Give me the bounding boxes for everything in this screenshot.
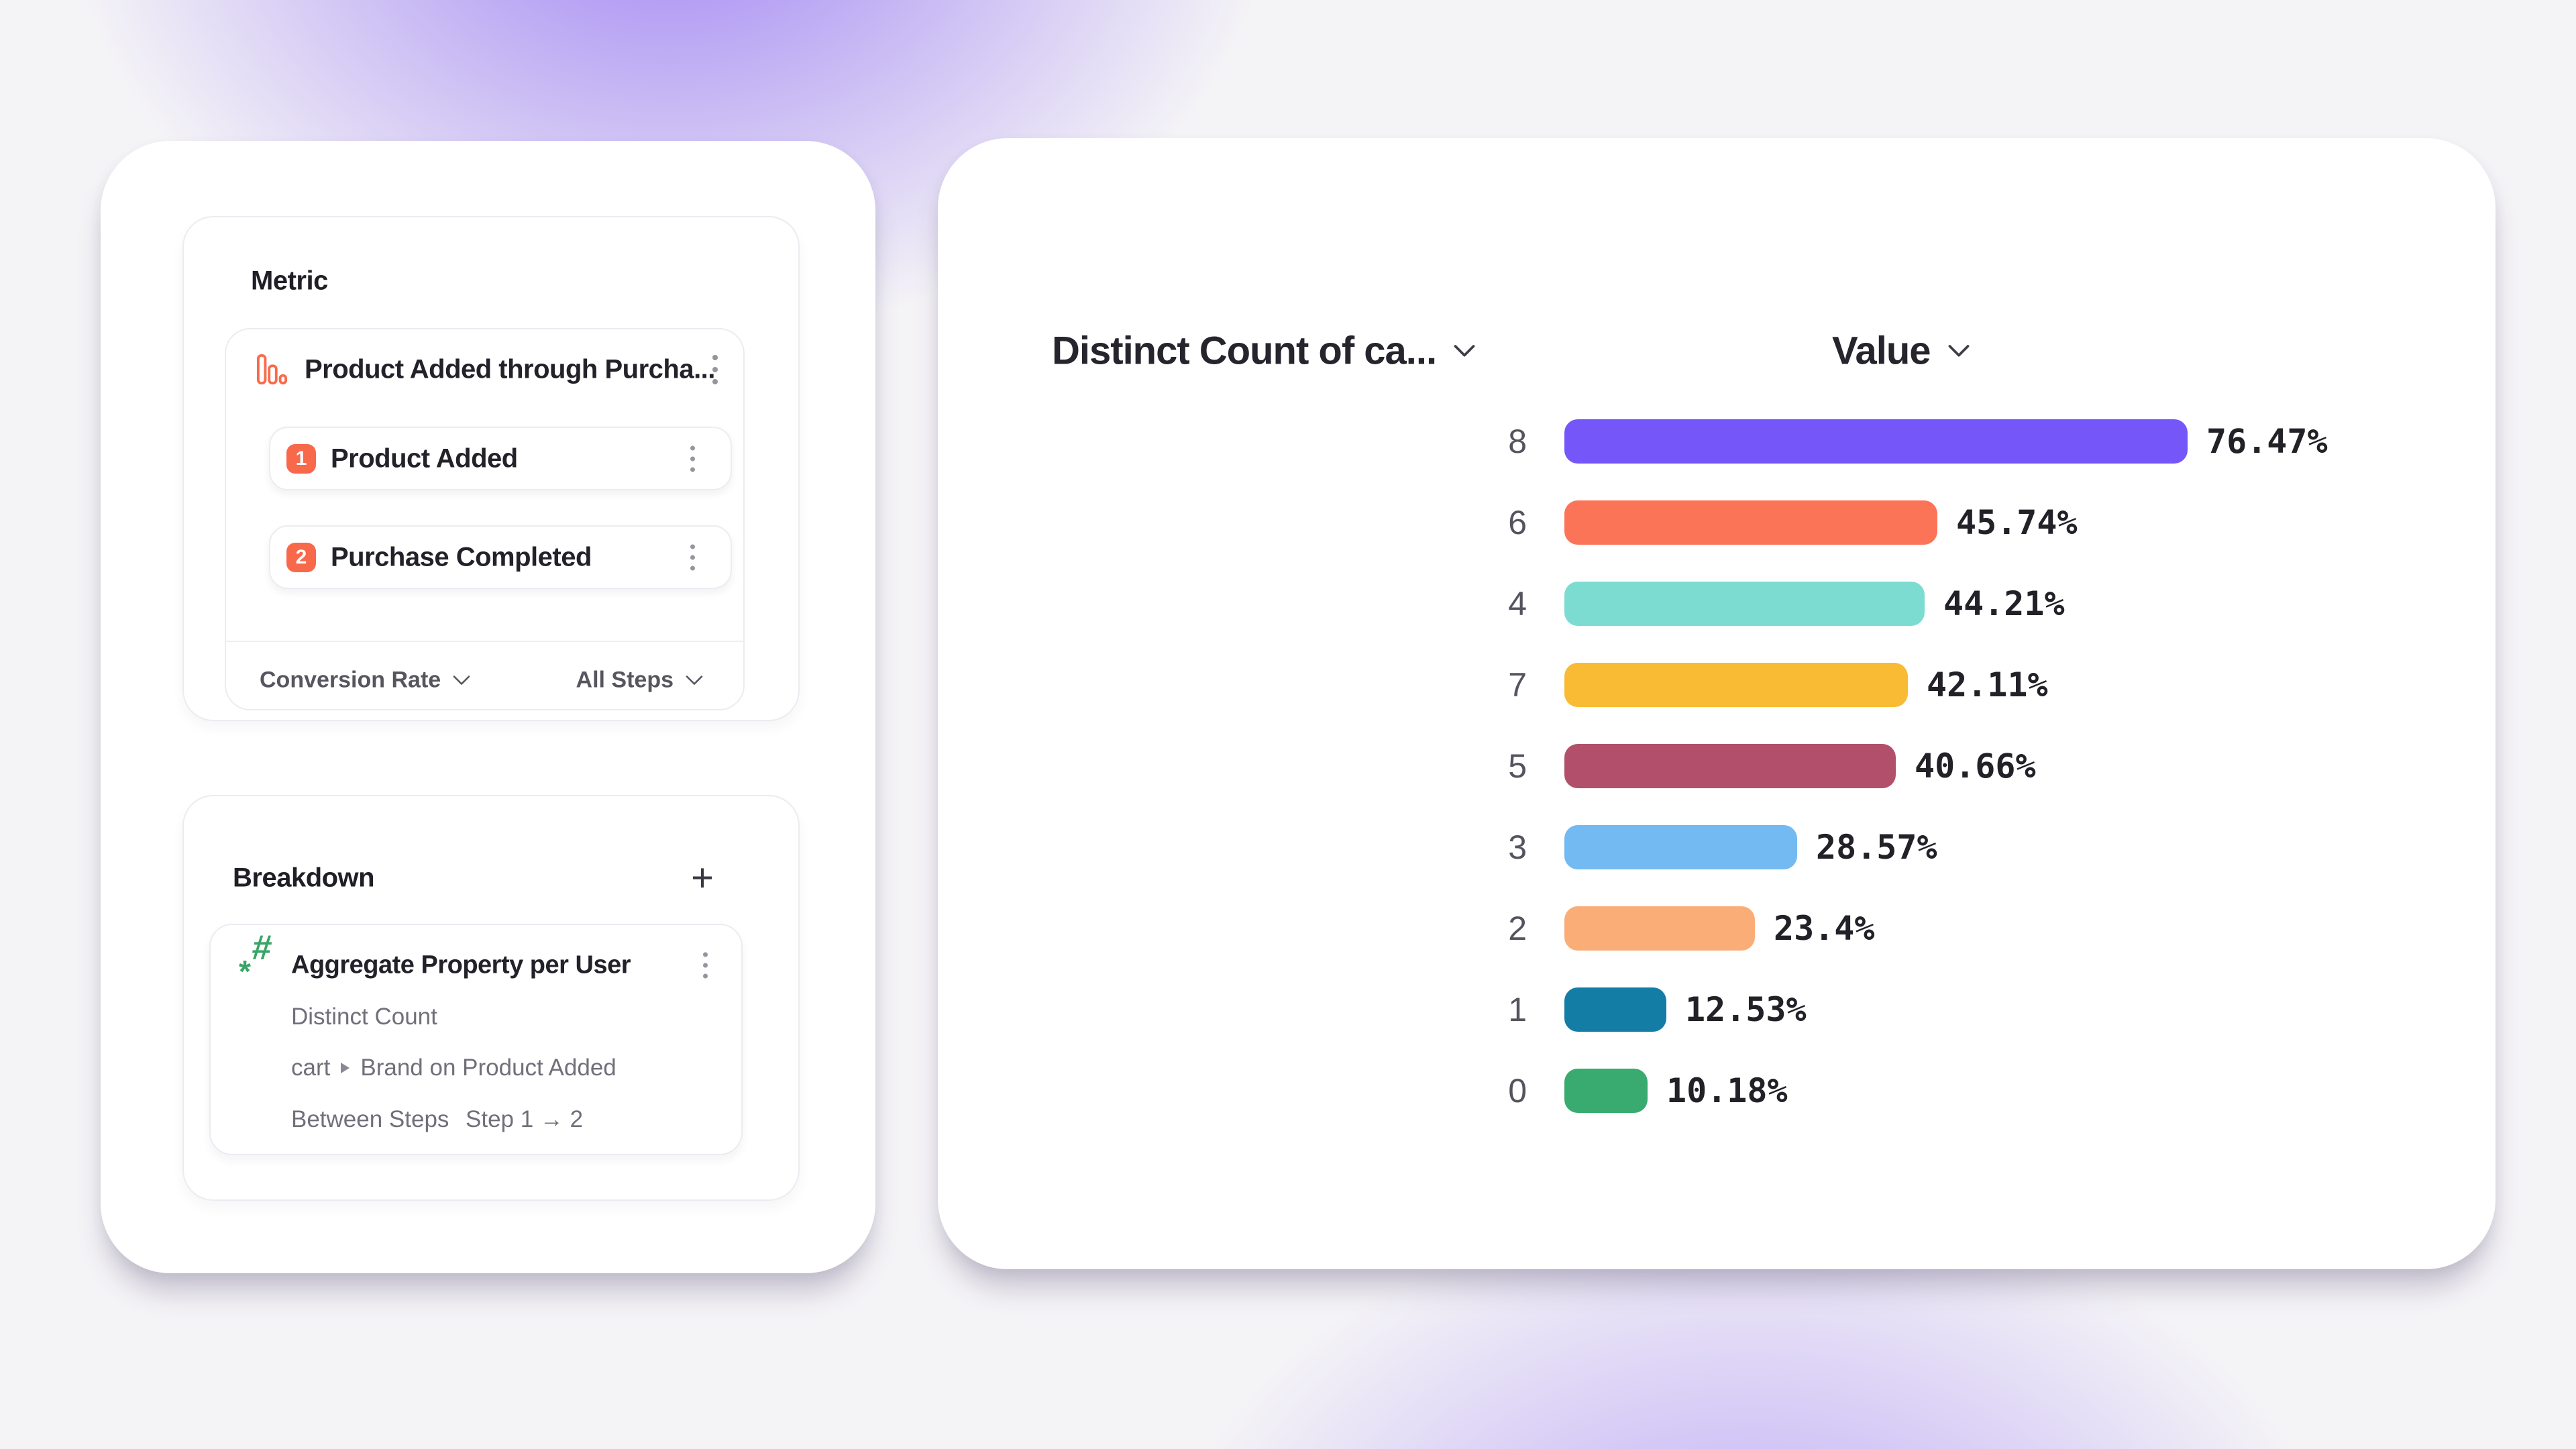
category-label: 6 (1508, 503, 1527, 541)
funnel-step-1[interactable]: 1 Product Added (269, 427, 732, 490)
value-label: 12.53% (1685, 989, 1807, 1029)
chart-column2-header-label: Value (1832, 329, 1931, 373)
chart-row: 1 12.53% (938, 969, 2496, 1050)
value-label: 76.47% (2206, 421, 2328, 461)
kebab-menu-icon[interactable] (712, 348, 718, 391)
chart-column1-header-dropdown[interactable]: Distinct Count of ca... (1052, 329, 1475, 374)
metric-builder-card: Metric Product Added through Purcha... 1… (101, 141, 875, 1273)
chart-card: Distinct Count of ca... Value 8 76.47% 6 45… (938, 138, 2496, 1269)
value-bar[interactable] (1564, 581, 1925, 626)
chevron-down-icon (686, 675, 703, 685)
value-bar[interactable] (1564, 662, 1908, 707)
value-bar[interactable] (1564, 987, 1666, 1032)
chart-row: 3 28.57% (938, 806, 2496, 888)
value-bar[interactable] (1564, 906, 1755, 951)
event-title: Product Added through Purcha... (305, 354, 715, 384)
category-label: 8 (1508, 422, 1527, 460)
between-steps-value: Step 1 → 2 (466, 1106, 584, 1132)
chart-column2-header-dropdown[interactable]: Value (1832, 329, 1970, 374)
metric-section: Metric Product Added through Purcha... 1… (182, 216, 800, 721)
chart-row: 5 40.66% (938, 725, 2496, 806)
property-parent-label: cart (291, 1055, 331, 1081)
breakdown-section: Breakdown + # * Aggregate Property per Us… (182, 795, 800, 1201)
funnel-step-2[interactable]: 2 Purchase Completed (269, 525, 732, 589)
chart-row: 6 45.74% (938, 482, 2496, 563)
chart-row: 0 10.18% (938, 1050, 2496, 1131)
value-bar[interactable] (1564, 1068, 1648, 1113)
value-bar[interactable] (1564, 500, 1937, 545)
aggregation-label: Distinct Count (291, 1004, 437, 1030)
category-label: 7 (1508, 665, 1527, 704)
step-number-badge: 2 (286, 542, 316, 572)
property-row: cart Brand on Product Added (291, 1055, 616, 1081)
kebab-menu-icon[interactable] (703, 947, 708, 985)
divider (226, 641, 743, 642)
arrow-right-icon (341, 1063, 350, 1073)
value-label: 40.66% (1915, 746, 2036, 786)
property-name-label: Brand on Product Added (360, 1055, 616, 1081)
value-label: 44.21% (1943, 584, 2065, 623)
between-steps-row: Between Steps Step 1 → 2 (291, 1106, 583, 1133)
category-label: 5 (1508, 747, 1527, 785)
chart-row: 2 23.4% (938, 888, 2496, 969)
chevron-down-icon (1454, 344, 1475, 356)
step-label: Product Added (331, 443, 518, 473)
chevron-down-icon (1948, 344, 1969, 356)
bar-chart: 8 76.47% 6 45.74% 4 44.21% 7 42.11% 5 40.66% 3 28.5… (938, 400, 2496, 1131)
breakdown-item-title: Aggregate Property per User (291, 951, 631, 979)
value-label: 28.57% (1816, 827, 1937, 867)
value-label: 10.18% (1666, 1071, 1788, 1110)
value-label: 45.74% (1956, 502, 2078, 542)
measure-dropdown[interactable]: Conversion Rate (260, 667, 470, 694)
category-label: 0 (1508, 1071, 1527, 1110)
step-label: Purchase Completed (331, 542, 592, 572)
category-label: 4 (1508, 584, 1527, 623)
kebab-menu-icon[interactable] (690, 538, 696, 576)
chart-row: 4 44.21% (938, 563, 2496, 644)
value-label: 42.11% (1927, 665, 2048, 704)
breakdown-item-card[interactable]: # * Aggregate Property per User Distinct … (209, 924, 743, 1155)
steps-scope-label: All Steps (576, 667, 674, 693)
chart-column1-header-label: Distinct Count of ca... (1052, 329, 1437, 373)
funnel-bars-icon (256, 354, 288, 385)
category-label: 2 (1508, 909, 1527, 947)
measure-dropdown-label: Conversion Rate (260, 667, 441, 693)
aggregation-row: Distinct Count (291, 1004, 437, 1030)
hash-aggregate-icon: # * (239, 928, 274, 989)
chart-row: 8 76.47% (938, 400, 2496, 482)
value-bar[interactable] (1564, 419, 2188, 464)
step-number-badge: 1 (286, 443, 316, 474)
kebab-menu-icon[interactable] (690, 439, 696, 478)
add-breakdown-button[interactable]: + (691, 855, 714, 900)
category-label: 1 (1508, 990, 1527, 1028)
steps-scope-dropdown[interactable]: All Steps (576, 667, 703, 694)
chart-row: 7 42.11% (938, 644, 2496, 725)
category-label: 3 (1508, 828, 1527, 866)
chevron-down-icon (453, 675, 470, 685)
metric-section-title: Metric (251, 266, 328, 296)
value-bar[interactable] (1564, 743, 1896, 788)
metric-event-card[interactable]: Product Added through Purcha... 1 Produc… (225, 328, 745, 710)
value-bar[interactable] (1564, 824, 1797, 869)
between-steps-label: Between Steps (291, 1106, 449, 1132)
breakdown-section-title: Breakdown (233, 863, 375, 893)
value-label: 23.4% (1774, 908, 1875, 948)
